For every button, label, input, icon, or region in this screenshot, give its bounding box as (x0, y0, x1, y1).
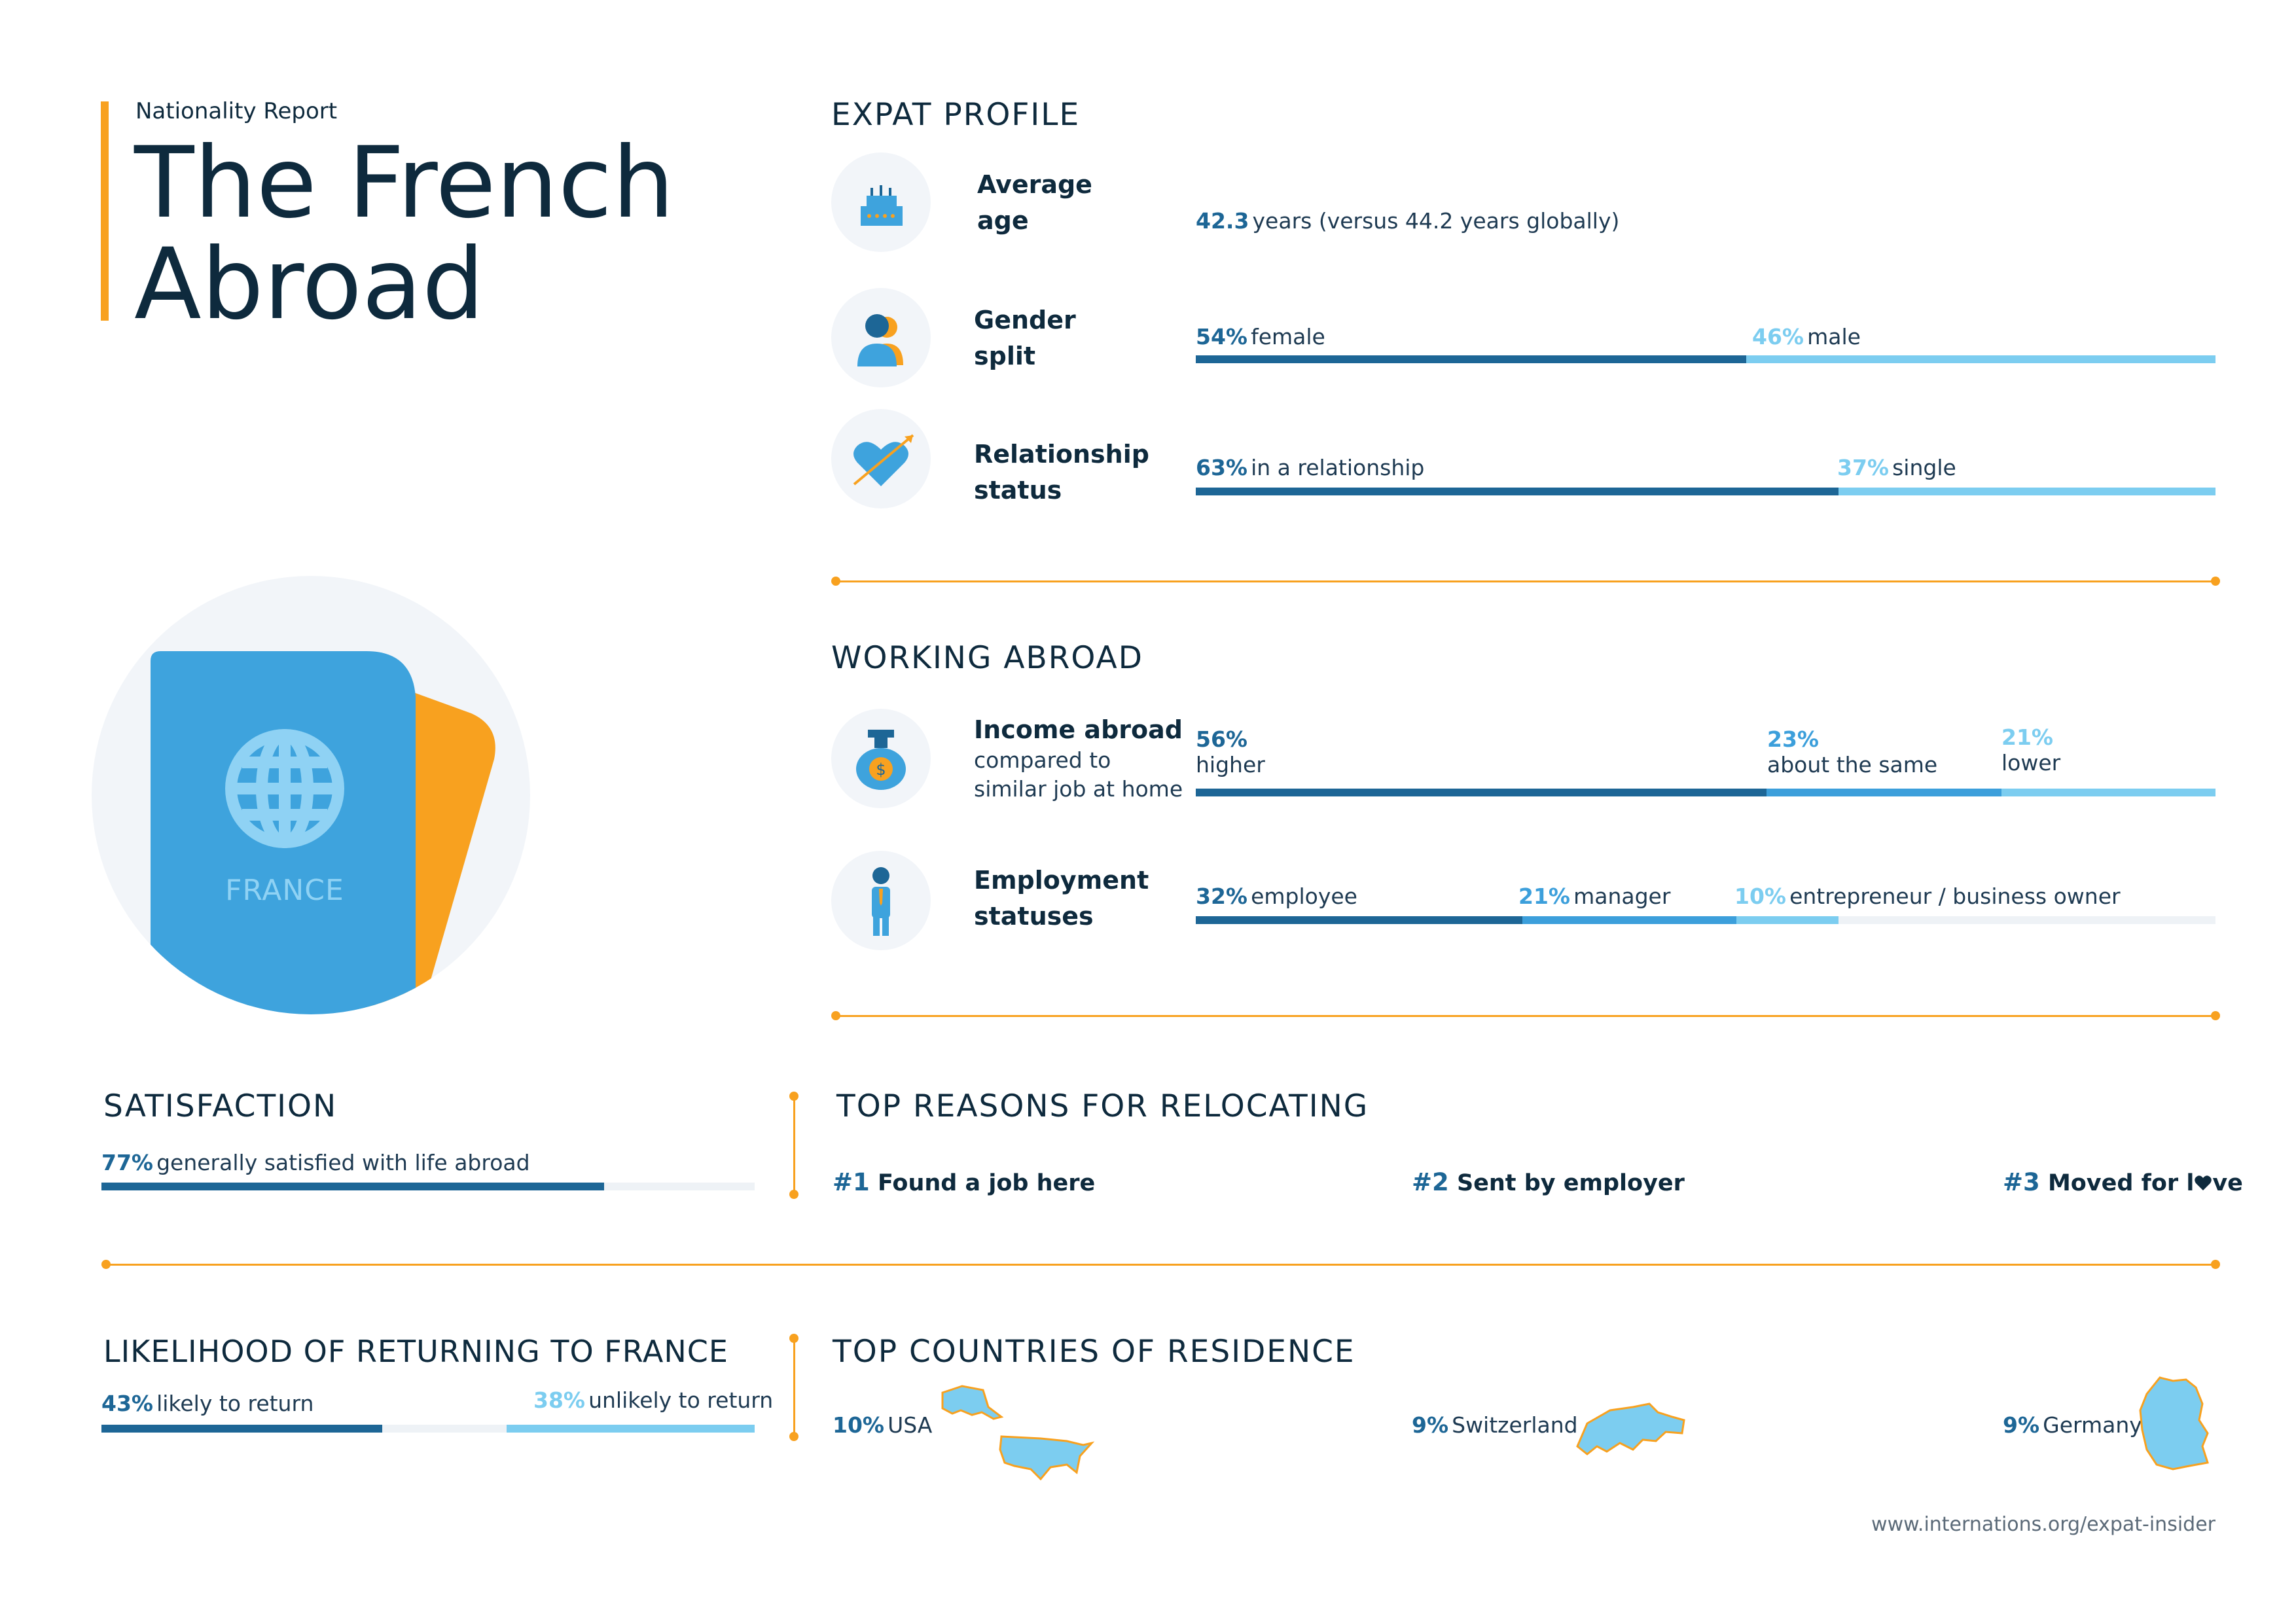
divider-dot (789, 1432, 798, 1441)
country-usa: 10% USA (833, 1412, 933, 1438)
gender-male-bar (1746, 355, 2215, 363)
page-title-line2: Abroad (134, 228, 485, 342)
divider-dot (2211, 1011, 2220, 1020)
vertical-divider (793, 1338, 795, 1436)
gender-female-bar (1196, 355, 1747, 363)
income-lower: 21% lower (2001, 724, 2061, 776)
country-germany: 9% Germany (2003, 1412, 2142, 1438)
income-higher: 56% higher (1196, 726, 1265, 777)
satisfaction-bar (101, 1183, 605, 1190)
returning-title: LIKELIHOOD OF RETURNING TO FRANCE (103, 1334, 728, 1369)
page-title-line1: The French (134, 126, 675, 240)
relationship-in-bar (1196, 488, 1839, 495)
relationship-single-bar (1838, 488, 2215, 495)
svg-text:$: $ (876, 760, 886, 779)
returning-likely-bar (101, 1425, 383, 1433)
gender-female-text: 54% female (1196, 324, 1325, 349)
satisfaction-text: 77% generally satisfied with life abroad (101, 1150, 530, 1175)
divider-satisfaction (106, 1264, 2215, 1266)
passport-illustration: FRANCE (92, 576, 530, 1014)
divider-dot (831, 577, 840, 586)
reason-3: #3 Moved for l ve (2003, 1168, 2243, 1196)
globe-icon (223, 726, 347, 851)
reason-1: #1 Found a job here (833, 1168, 1096, 1196)
divider-profile (836, 580, 2215, 582)
income-higher-bar (1196, 789, 1767, 796)
working-abroad-title: WORKING ABROAD (831, 640, 1143, 676)
top-reasons-title: TOP REASONS FOR RELOCATING (836, 1088, 1369, 1124)
usa-map-icon (936, 1381, 1100, 1486)
returning-unlikely-bar (506, 1425, 755, 1433)
footer-url[interactable]: www.internations.org/expat-insider (1871, 1513, 2215, 1536)
employment-entrepreneur-bar (1736, 916, 1839, 924)
satisfaction-title: SATISFACTION (103, 1088, 338, 1124)
divider-dot (789, 1334, 798, 1343)
cake-icon (831, 152, 931, 252)
income-label: Income abroad compared to similar job at… (974, 715, 1183, 802)
divider-working (836, 1015, 2215, 1017)
employment-entrepreneur-text: 10% entrepreneur / business owner (1734, 883, 2121, 909)
income-lower-bar (2001, 789, 2215, 796)
income-same-bar (1767, 789, 2001, 796)
returning-unlikely-text: 38% unlikely to return (533, 1387, 774, 1413)
switzerland-map-icon (1574, 1394, 1689, 1459)
passport-country: FRANCE (225, 874, 344, 907)
returning-likely-text: 43% likely to return (101, 1391, 314, 1416)
divider-dot (2211, 577, 2220, 586)
divider-dot (789, 1190, 798, 1199)
employment-manager-text: 21% manager (1518, 883, 1671, 909)
report-kicker: Nationality Report (135, 98, 338, 124)
employment-statuses-label: Employment statuses (974, 866, 1149, 931)
relationship-in-text: 63% in a relationship (1196, 455, 1425, 480)
relationship-status-label: Relationship status (974, 440, 1149, 505)
expat-profile-title: EXPAT PROFILE (831, 97, 1081, 133)
top-countries-title: TOP COUNTRIES OF RESIDENCE (833, 1334, 1355, 1370)
businessman-icon (831, 851, 931, 950)
gender-male-text: 46% male (1752, 324, 1861, 349)
gender-split-label: Gender split (974, 306, 1076, 370)
employment-manager-bar (1522, 916, 1736, 924)
heart-icon (2194, 1172, 2212, 1190)
divider-dot (2211, 1260, 2220, 1269)
heart-arrow-icon (831, 409, 931, 508)
employment-employee-bar (1196, 916, 1522, 924)
country-switzerland: 9% Switzerland (1412, 1412, 1578, 1438)
vertical-divider (793, 1096, 795, 1194)
title-accent-bar (101, 101, 109, 321)
divider-dot (831, 1011, 840, 1020)
average-age-label: Average age (977, 170, 1092, 235)
divider-dot (789, 1092, 798, 1101)
average-age-value: 42.3 years (versus 44.2 years globally) (1196, 208, 1620, 234)
relationship-single-text: 37% single (1837, 455, 1956, 480)
reason-2: #2 Sent by employer (1412, 1168, 1685, 1196)
income-same: 23% about the same (1767, 726, 1938, 777)
person-icon (831, 288, 931, 387)
divider-dot (101, 1260, 111, 1269)
germany-map-icon (2137, 1374, 2212, 1472)
employment-employee-text: 32% employee (1196, 883, 1357, 909)
money-bag-icon: $ (831, 709, 931, 808)
